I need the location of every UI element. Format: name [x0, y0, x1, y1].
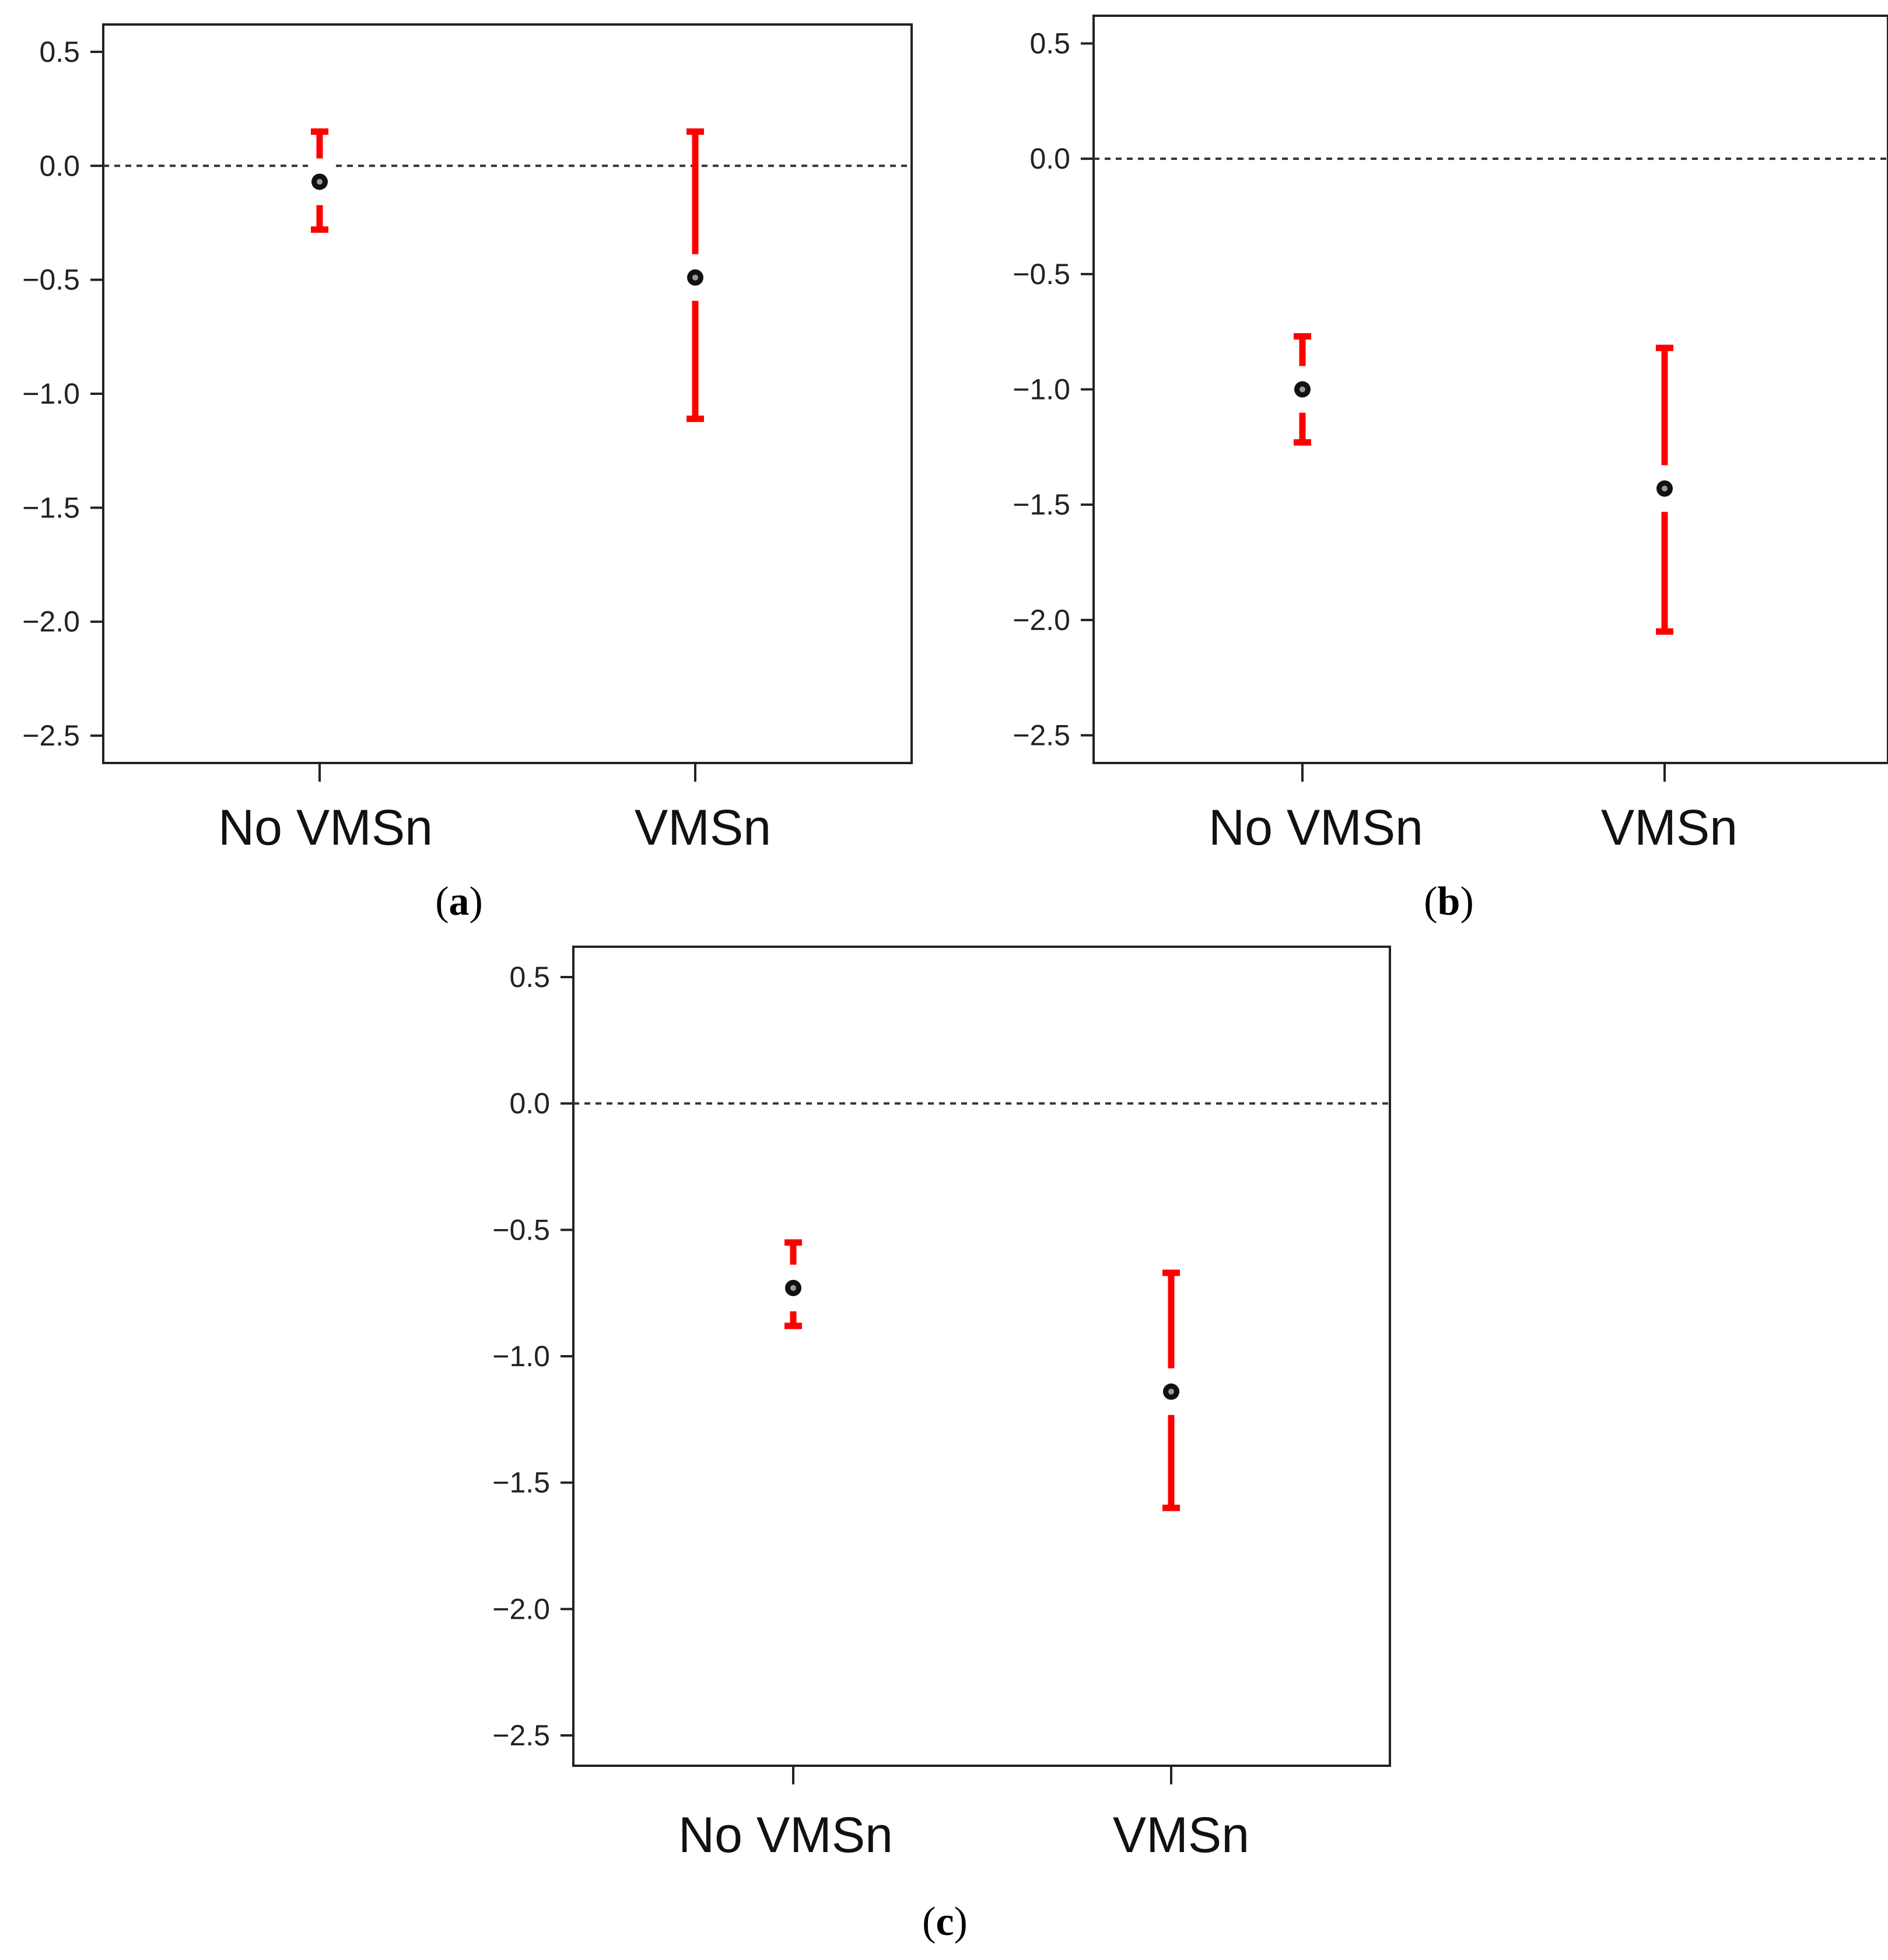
- plot-frame: [1092, 15, 1888, 764]
- point-estimate-center: [1168, 1388, 1174, 1395]
- y-tick-label: −0.5: [1013, 258, 1070, 290]
- panel-label: (b): [1424, 879, 1474, 924]
- chart-panel-c: 0.5 0.0 −0.5 −1.0 −1.5 −2.0 −2.5 No VMSn VMSn (c): [492, 946, 1391, 1944]
- x-category-label: VMSn: [1601, 800, 1738, 856]
- y-tick-label: −1.0: [1013, 373, 1070, 406]
- y-tick-label: 0.0: [509, 1087, 550, 1120]
- y-tick-label: 0.5: [509, 961, 550, 993]
- x-category-label: VMSn: [635, 800, 771, 856]
- y-tick-label: −0.5: [22, 264, 80, 296]
- y-tick-label: −2.5: [22, 719, 80, 752]
- panel-label-letter: c: [936, 1899, 954, 1944]
- chart-panel-b: 0.5 0.0 −0.5 −1.0 −1.5 −2.0 −2.5 No VMSn VMSn (b): [1013, 15, 1888, 924]
- chart-panel-a: 0.5 0.0 −0.5 −1.0 −1.5 −2.0 −2.5 No VMSn VMSn (a): [22, 23, 913, 924]
- y-tick-label: −1.0: [492, 1340, 550, 1373]
- point-estimate-center: [692, 274, 698, 281]
- x-category-label: No VMSn: [678, 1807, 893, 1863]
- panel-label: (a): [435, 879, 483, 924]
- y-tick-label: −2.5: [1013, 719, 1070, 752]
- x-category-label: No VMSn: [218, 800, 433, 856]
- point-estimate-center: [317, 178, 323, 185]
- y-tick-label: −1.5: [22, 491, 80, 524]
- x-category-label: VMSn: [1113, 1807, 1249, 1863]
- y-tick-label: −2.0: [492, 1592, 550, 1625]
- y-tick-label: −1.5: [492, 1466, 550, 1499]
- panel-label: (c): [922, 1899, 968, 1944]
- y-tick-label: 0.0: [39, 149, 80, 182]
- y-tick-label: −0.5: [492, 1213, 550, 1246]
- panel-label-letter: a: [449, 879, 470, 924]
- point-estimate-center: [1662, 485, 1668, 492]
- point-estimate-center: [1299, 386, 1305, 393]
- panel-label-letter: b: [1438, 879, 1460, 924]
- plot-frame: [572, 946, 1391, 1767]
- point-estimate-center: [790, 1285, 796, 1291]
- plot-frame: [102, 23, 913, 764]
- y-tick-label: 0.5: [1029, 27, 1070, 60]
- y-tick-label: 0.5: [39, 36, 80, 68]
- x-category-label: No VMSn: [1209, 800, 1423, 856]
- y-tick-label: −2.5: [492, 1719, 550, 1752]
- y-tick-label: −1.5: [1013, 488, 1070, 521]
- y-tick-label: −2.0: [1013, 604, 1070, 636]
- y-tick-label: 0.0: [1029, 142, 1070, 175]
- y-tick-label: −2.0: [22, 606, 80, 638]
- y-tick-label: −1.0: [22, 377, 80, 410]
